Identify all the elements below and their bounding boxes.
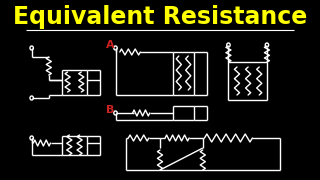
Text: A: A [106,40,115,50]
Text: B: B [106,105,115,115]
Text: Equivalent Resistance: Equivalent Resistance [13,5,307,29]
